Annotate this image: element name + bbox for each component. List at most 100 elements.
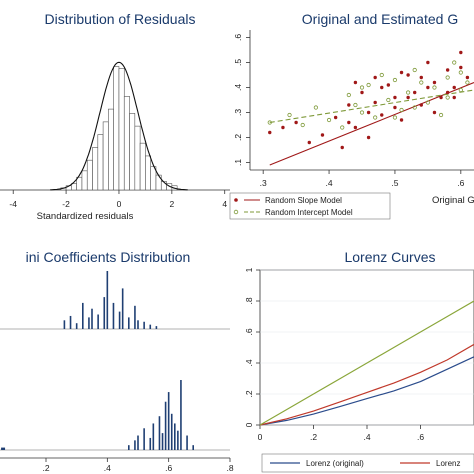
scatter-y-tick-label: .1 xyxy=(233,159,243,166)
scatter-x-tick-label: .3 xyxy=(260,178,267,188)
slope-model-point xyxy=(333,115,338,120)
scatter-x-label: Original G xyxy=(432,195,474,206)
slope-model-point xyxy=(386,83,391,87)
histogram-bar xyxy=(139,142,146,191)
lorenz-y-tick-label: .4 xyxy=(244,359,254,366)
legend-label-lorenz: Lorenz xyxy=(436,459,460,468)
intercept-model-point xyxy=(399,107,404,113)
histogram-bar xyxy=(97,134,104,191)
gini-top-bar xyxy=(69,315,72,329)
scatter-legend: Random Slope Model Random Intercept Mode… xyxy=(229,192,391,220)
intercept-model-point xyxy=(452,60,457,65)
lorenz-legend-box xyxy=(261,453,474,473)
intercept-model-point xyxy=(366,82,371,88)
lorenz-x-tick-label: .6 xyxy=(417,432,424,442)
gini-bottom-bar xyxy=(152,423,155,450)
gini-top-bar xyxy=(97,314,99,329)
intercept-model-point xyxy=(313,105,318,110)
slope-model-point xyxy=(399,70,404,75)
legend-label-slope: Random Slope Model xyxy=(265,196,342,205)
intercept-model-point xyxy=(445,95,450,100)
slope-model-point xyxy=(426,85,430,90)
scatter-x-tick-label: .4 xyxy=(326,178,333,188)
slope-model-point xyxy=(320,133,325,137)
gini-bottom-bar xyxy=(143,428,145,450)
intercept-model-point xyxy=(373,115,378,120)
slope-model-point xyxy=(452,95,456,100)
gini-bottom-bar xyxy=(180,380,182,450)
slope-model-point xyxy=(347,120,351,125)
histogram-bar xyxy=(145,155,151,191)
slope-model-point xyxy=(465,75,470,80)
lorenz-y-tick-label: 0 xyxy=(244,422,254,427)
intercept-model-point xyxy=(425,100,430,105)
intercept-fit-line xyxy=(269,89,474,124)
slope-model-point xyxy=(459,50,463,55)
intercept-model-point xyxy=(412,105,417,110)
intercept-model-point xyxy=(326,117,332,123)
intercept-model-point xyxy=(432,85,437,90)
histogram-bar xyxy=(92,147,99,191)
intercept-model-point xyxy=(287,112,292,118)
gini-x-tick-label: .4 xyxy=(104,463,111,473)
gini-top-bar xyxy=(143,321,145,329)
intercept-model-point xyxy=(267,120,272,125)
intercept-model-point xyxy=(340,125,345,130)
lorenz-y-tick-label: .8 xyxy=(244,297,254,304)
histogram-bar xyxy=(108,108,114,191)
gini-top-bar xyxy=(128,317,130,329)
slope-model-point xyxy=(294,120,298,125)
scatter-legend-box xyxy=(229,192,391,220)
legend-marker-intercept xyxy=(233,209,239,215)
slope-model-point xyxy=(406,73,410,77)
intercept-model-point xyxy=(346,92,351,98)
legend-label-intercept: Random Intercept Model xyxy=(265,208,353,217)
gini-bottom-bar xyxy=(1,447,6,450)
slope-model-point xyxy=(432,110,437,115)
slope-model-point xyxy=(366,135,371,140)
lorenz-original-line xyxy=(259,356,474,426)
intercept-model-point xyxy=(392,77,398,83)
slope-model-point xyxy=(347,103,351,107)
lorenz-estimated-line xyxy=(259,343,474,426)
slope-model-point xyxy=(393,95,397,100)
intercept-model-point xyxy=(458,87,463,93)
slope-model-point xyxy=(406,95,410,100)
intercept-model-point xyxy=(406,90,411,95)
slope-model-point xyxy=(307,140,311,145)
gini-top-bar xyxy=(63,320,66,329)
gini-bottom-bar xyxy=(192,445,194,450)
slope-model-point xyxy=(268,130,272,135)
residuals-x-tick-label: 2 xyxy=(169,199,174,209)
slope-model-point xyxy=(399,118,404,122)
normal-density-curve xyxy=(50,61,188,191)
slope-model-point xyxy=(439,95,443,100)
slope-model-point xyxy=(340,145,344,150)
scatter-y-tick-label: .2 xyxy=(233,134,243,141)
gini-bottom-bar xyxy=(164,401,167,450)
intercept-model-point xyxy=(359,85,365,90)
lorenz-y-tick-label: .2 xyxy=(244,390,254,397)
intercept-model-point xyxy=(353,102,358,108)
gini-x-tick-label: .2 xyxy=(42,463,49,473)
residuals-x-tick-label: 0 xyxy=(117,199,122,209)
gini-bottom-bar xyxy=(174,423,176,450)
slope-model-point xyxy=(419,103,423,107)
scatter-y-tick-label: .3 xyxy=(233,109,243,116)
slope-model-point xyxy=(419,75,423,80)
gini-top-bar xyxy=(137,320,139,329)
panel-gini: ini Coefficients Distribution .2 .4 .6 .8 xyxy=(0,249,234,473)
intercept-model-point xyxy=(392,115,398,120)
histogram-bar xyxy=(129,113,136,191)
gini-title: ini Coefficients Distribution xyxy=(26,249,191,265)
intercept-model-point xyxy=(419,80,424,85)
legend-marker-slope xyxy=(234,198,238,202)
gini-bottom-bar xyxy=(158,416,161,450)
slope-model-point xyxy=(445,68,450,72)
legend-label-lorenz-original: Lorenz (original) xyxy=(306,459,364,468)
residuals-title: Distribution of Residuals xyxy=(45,11,196,27)
lorenz-x-tick-label: .2 xyxy=(310,432,317,442)
slope-model-point xyxy=(360,90,364,95)
residuals-x-tick-label: 4 xyxy=(222,199,227,209)
